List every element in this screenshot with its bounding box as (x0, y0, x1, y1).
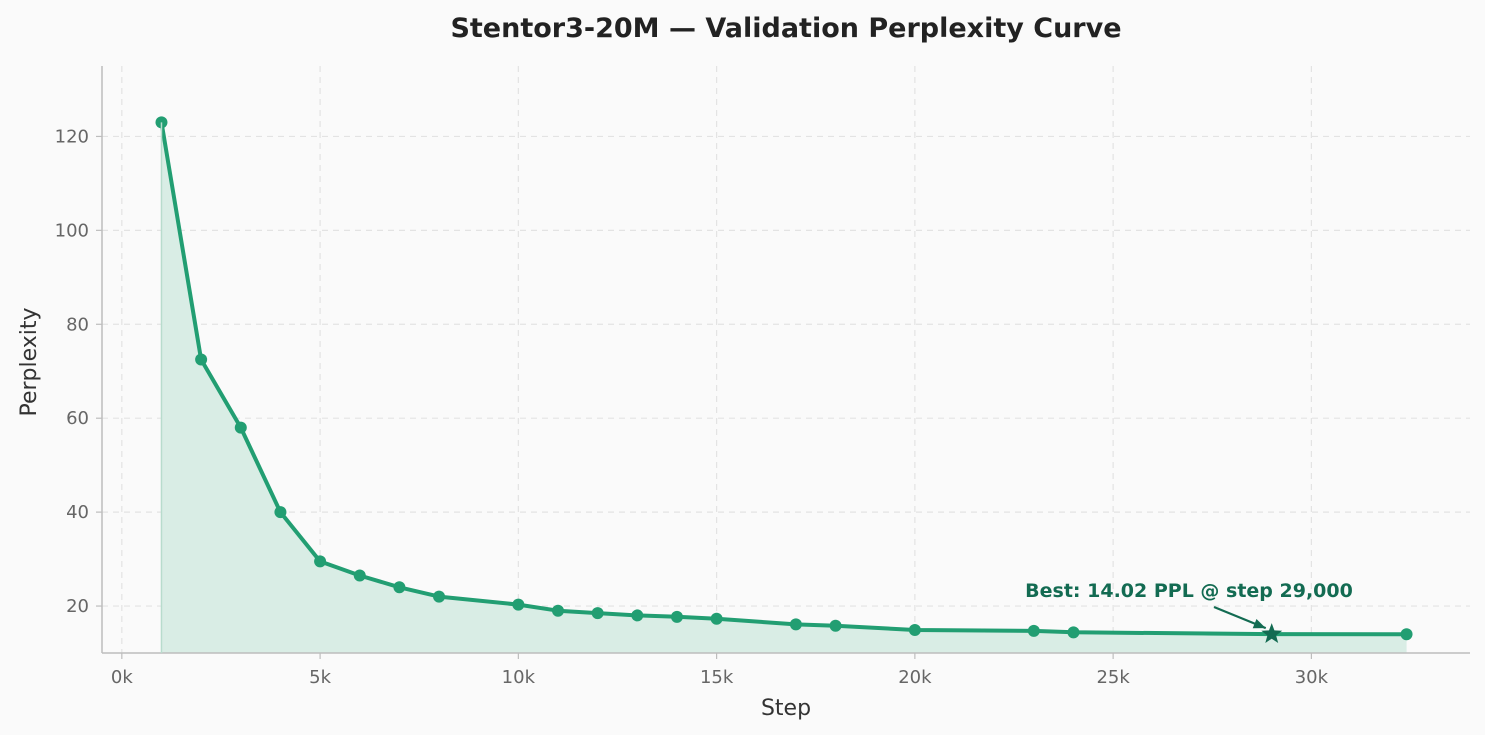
data-point (789, 618, 802, 631)
data-point (1067, 626, 1080, 639)
best-annotation-label: Best: 14.02 PPL @ step 29,000 (1025, 580, 1353, 602)
grid-lines (102, 66, 1470, 653)
x-tick-label: 20k (898, 667, 932, 688)
x-tick-label: 30k (1295, 667, 1329, 688)
chart-title: Stentor3-20M — Validation Perplexity Cur… (450, 13, 1121, 44)
data-point (710, 612, 723, 625)
x-axis-label: Step (761, 696, 811, 721)
data-point (353, 569, 366, 582)
data-point (1400, 628, 1413, 641)
data-point (670, 610, 683, 623)
y-ticks: 20 40 60 80 100 120 (55, 126, 102, 617)
x-tick-label: 10k (502, 667, 536, 688)
data-point (155, 116, 168, 129)
data-point (512, 598, 525, 611)
x-tick-label: 0k (111, 667, 133, 688)
data-points (155, 116, 1413, 641)
y-tick-label: 80 (66, 314, 89, 335)
x-tick-label: 15k (700, 667, 734, 688)
y-tick-label: 100 (55, 220, 89, 241)
y-tick-label: 20 (66, 596, 89, 617)
data-point (393, 581, 406, 594)
data-point (631, 609, 644, 622)
y-tick-label: 120 (55, 126, 89, 147)
x-ticks: 0k 5k 10k 15k 20k 25k 30k (111, 653, 1329, 688)
x-tick-label: 5k (309, 667, 331, 688)
data-point (591, 607, 604, 620)
x-tick-label: 25k (1096, 667, 1130, 688)
y-axis-label: Perplexity (17, 307, 42, 416)
best-annotation: Best: 14.02 PPL @ step 29,000 (1025, 580, 1353, 643)
data-point (195, 353, 208, 366)
y-tick-label: 40 (66, 502, 89, 523)
best-star-marker (1261, 623, 1283, 643)
data-point (829, 619, 842, 632)
data-point (433, 590, 446, 603)
data-point (314, 555, 327, 568)
y-tick-label: 60 (66, 408, 89, 429)
data-point (908, 623, 921, 636)
data-point (274, 506, 287, 519)
data-point (552, 604, 564, 617)
best-annotation-arrowhead (1252, 619, 1266, 629)
area-fill (161, 122, 1407, 653)
data-point (234, 421, 247, 434)
data-point (1027, 624, 1040, 637)
